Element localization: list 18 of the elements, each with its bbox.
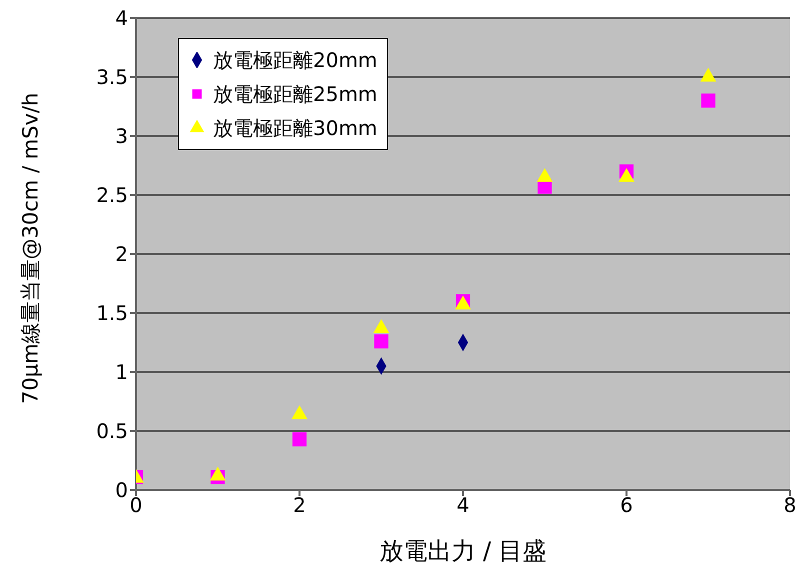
legend-label: 放電極距離25mm xyxy=(213,81,378,108)
x-tick-label: 2 xyxy=(293,493,306,518)
x-tick-label: 4 xyxy=(456,493,470,518)
x-tick-label: 8 xyxy=(784,493,796,518)
y-tick-label: 1.5 xyxy=(96,301,128,326)
y-tick-label: 4 xyxy=(115,6,128,30)
y-tick-label: 3 xyxy=(115,124,128,148)
y-tick-label: 0.5 xyxy=(96,419,128,444)
y-tick-label: 2 xyxy=(115,242,128,266)
y-axis-title: 70μm線量当量@30cm / mSv/h xyxy=(18,92,42,404)
y-tick-label: 2.5 xyxy=(96,183,128,208)
x-axis-title: 放電出力 / 目盛 xyxy=(379,537,547,565)
y-tick-label: 3.5 xyxy=(96,65,128,90)
y-tick-label: 0 xyxy=(115,478,128,502)
x-tick-label: 6 xyxy=(620,493,633,518)
y-tick-label: 1 xyxy=(115,360,128,384)
legend-label: 放電極距離20mm xyxy=(213,47,378,74)
legend-label: 放電極距離30mm xyxy=(213,115,378,142)
